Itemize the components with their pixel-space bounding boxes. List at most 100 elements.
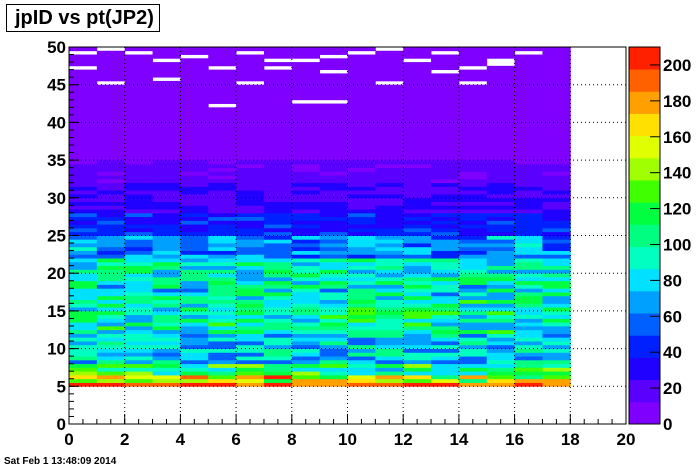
heatmap-cell [431, 65, 460, 71]
heatmap-cell [180, 111, 209, 116]
heatmap-cell [403, 292, 432, 297]
heatmap-cell [96, 114, 126, 120]
heatmap-cell [236, 111, 265, 116]
heatmap-cell [403, 299, 432, 304]
heatmap-cell [124, 288, 153, 293]
heatmap-cell [96, 141, 126, 146]
heatmap-cell [514, 126, 543, 131]
heatmap-cell [180, 341, 209, 346]
y-tick-label: 20 [47, 264, 66, 283]
heatmap-cell [96, 77, 126, 82]
heatmap-cell [403, 325, 432, 331]
heatmap-cell [291, 359, 321, 365]
heatmap-cell [96, 62, 126, 67]
heatmap-cell [375, 299, 404, 304]
heatmap-cell [291, 197, 321, 202]
heatmap-cell [69, 163, 98, 169]
heatmap-cell [180, 371, 209, 376]
heatmap-cell [431, 73, 460, 78]
heatmap-cell [375, 99, 404, 104]
heatmap-cell [291, 254, 321, 259]
heatmap-cell [375, 152, 404, 157]
heatmap-cell [347, 235, 376, 240]
heatmap-cell [69, 356, 98, 361]
heatmap-cell [486, 114, 515, 120]
heatmap-cell [263, 356, 293, 361]
heatmap-cell [486, 194, 515, 199]
heatmap-cell [69, 111, 98, 116]
heatmap-cell [319, 160, 348, 165]
heatmap-cell [431, 114, 460, 120]
heatmap-cell [403, 333, 432, 338]
heatmap-cell [347, 122, 376, 127]
heatmap-cell [124, 235, 153, 240]
heatmap-cell [291, 73, 321, 78]
heatmap-cell [291, 246, 321, 251]
heatmap-cell [514, 129, 543, 135]
heatmap-cell [431, 77, 460, 82]
heatmap-cell [458, 363, 488, 368]
heatmap-cell [542, 341, 571, 346]
heatmap-cell [96, 276, 126, 282]
heatmap-cell [542, 88, 571, 93]
heatmap-cell [514, 88, 543, 93]
heatmap-cell [180, 378, 209, 383]
heatmap-cell [180, 246, 209, 251]
heatmap-cell [458, 129, 488, 135]
heatmap-cell [124, 303, 153, 308]
heatmap-cell [69, 288, 98, 293]
heatmap-cell [180, 265, 209, 270]
heatmap-cell [180, 382, 209, 387]
heatmap-cell [403, 190, 432, 195]
heatmap-cell [180, 224, 209, 229]
heatmap-cell [69, 280, 98, 285]
color-scale-segment [629, 47, 660, 70]
heatmap-cell [458, 337, 488, 342]
heatmap-cell [263, 269, 293, 274]
heatmap-cell [263, 178, 293, 184]
heatmap-cell [431, 152, 460, 157]
heatmap-cell [458, 145, 488, 150]
heatmap-cell [319, 276, 348, 282]
heatmap-cell [124, 156, 153, 161]
heatmap-cell [375, 348, 404, 353]
heatmap-cell [319, 322, 348, 327]
x-tick-label: 8 [287, 430, 296, 449]
heatmap-cell [347, 295, 376, 300]
heatmap-cell [403, 254, 432, 259]
heatmap-cell [180, 58, 209, 63]
heatmap-cell [236, 273, 265, 278]
color-scale-segment [629, 401, 660, 425]
heatmap-cell [458, 77, 488, 82]
heatmap-cell [347, 239, 376, 244]
heatmap-cell [263, 152, 293, 157]
heatmap-cell [236, 239, 265, 244]
heatmap-cell [291, 69, 321, 74]
heatmap-cell [124, 307, 153, 312]
heatmap-cell [375, 103, 404, 108]
heatmap-cell [152, 133, 181, 138]
heatmap-cell [347, 246, 376, 251]
heatmap-cell [458, 141, 488, 146]
heatmap-cell [319, 137, 348, 142]
heatmap-cell [403, 367, 432, 372]
heatmap-cell [263, 99, 293, 104]
heatmap-cell [236, 137, 265, 142]
heatmap-cell [96, 175, 126, 180]
heatmap-cell [514, 276, 543, 282]
heatmap-cell [542, 96, 571, 101]
heatmap-cell [319, 201, 348, 206]
heatmap-cell [263, 288, 293, 293]
heatmap-cell [458, 356, 488, 361]
heatmap-cell [347, 167, 376, 172]
heatmap-cell [458, 329, 488, 334]
heatmap-cell [319, 205, 348, 210]
heatmap-cell [347, 212, 376, 218]
heatmap-cell [542, 288, 571, 293]
heatmap-cell [291, 88, 321, 93]
heatmap-cell [263, 329, 293, 334]
heatmap-cell [236, 299, 265, 304]
heatmap-cell [514, 212, 543, 218]
heatmap-cell [152, 163, 181, 169]
heatmap-cell [69, 374, 98, 380]
